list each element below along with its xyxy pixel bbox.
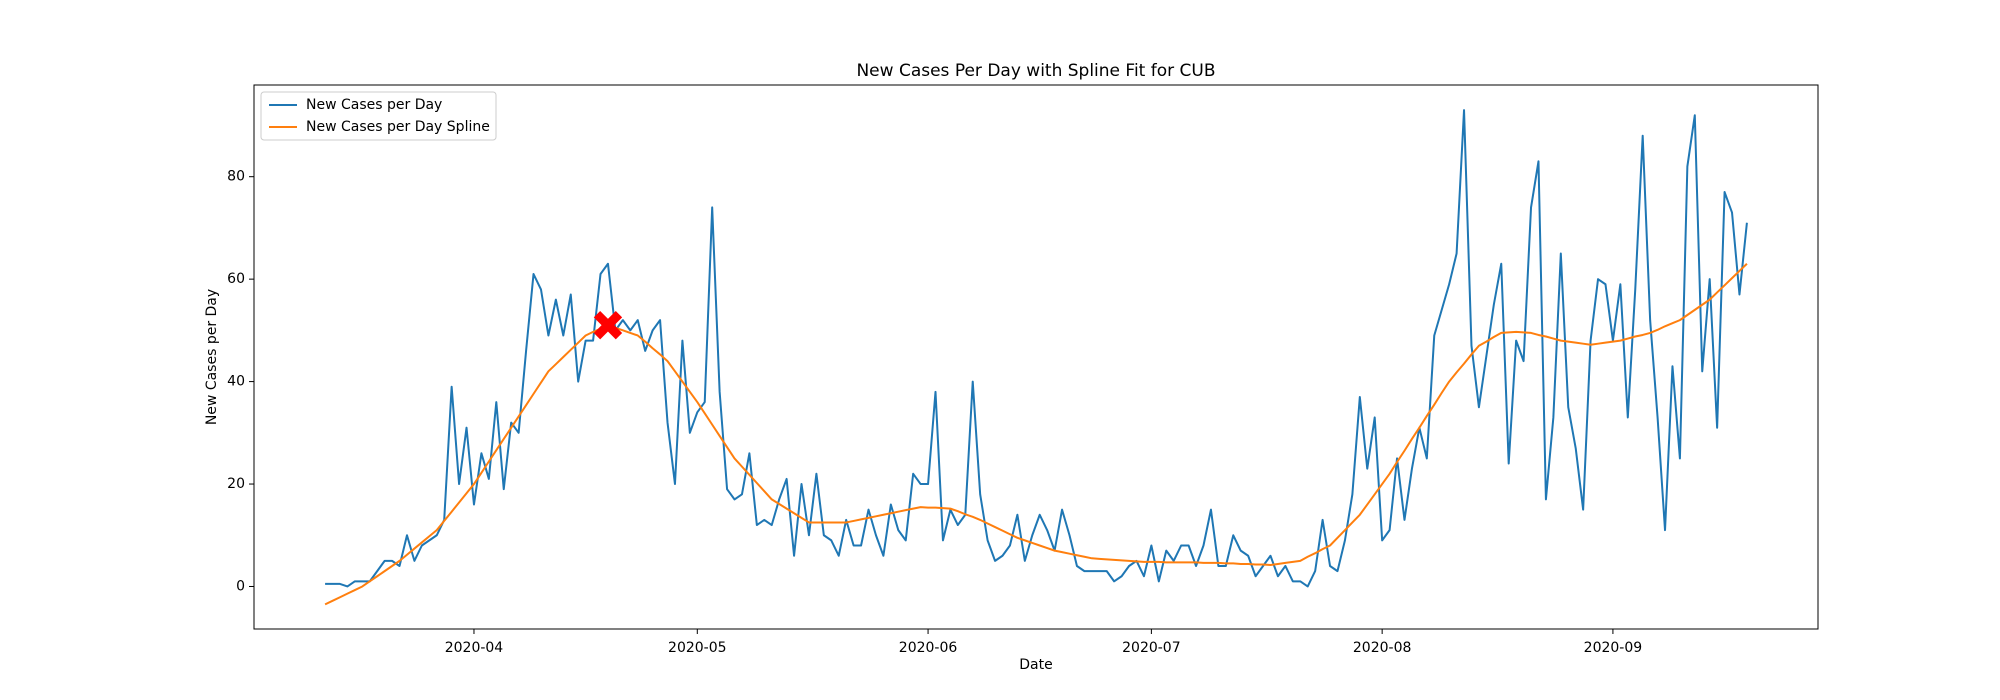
legend-box [260, 91, 497, 141]
x-tick-label: 2020-06 [899, 640, 958, 656]
x-axis-label: Date [1019, 657, 1052, 673]
x-tick-label: 2020-09 [1584, 640, 1643, 656]
y-axis-label: New Cases per Day [204, 289, 220, 425]
y-tick-label: 40 [227, 374, 245, 390]
x-tick-label: 2020-08 [1353, 640, 1412, 656]
x-tick-label: 2020-07 [1122, 640, 1181, 656]
plot-frame [253, 84, 1819, 630]
y-tick-label: 60 [227, 271, 245, 287]
chart-title: New Cases Per Day with Spline Fit for CU… [856, 61, 1215, 81]
y-tick-label: 20 [227, 476, 245, 492]
x-tick-label: 2020-05 [668, 640, 727, 656]
legend-label: New Cases per Day Spline [306, 119, 490, 135]
series-line [325, 109, 1748, 588]
series-line [324, 263, 1748, 606]
y-tick-label: 80 [227, 169, 245, 185]
x-tick-label: 2020-04 [445, 640, 504, 656]
legend-label: New Cases per Day [306, 97, 442, 113]
y-tick-label: 0 [236, 578, 245, 594]
highlight-marker [593, 311, 623, 340]
